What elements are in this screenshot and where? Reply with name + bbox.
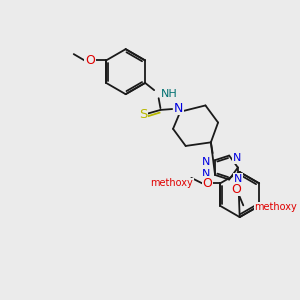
Text: O: O: [202, 177, 212, 190]
Text: N: N: [202, 169, 211, 179]
Text: methoxy: methoxy: [254, 202, 297, 212]
Text: N: N: [234, 174, 242, 184]
Text: N: N: [233, 153, 241, 163]
Text: S: S: [139, 108, 148, 121]
Text: methoxy: methoxy: [150, 178, 193, 188]
Text: O: O: [231, 183, 241, 196]
Text: N: N: [202, 157, 211, 167]
Text: NH: NH: [161, 89, 178, 99]
Text: N: N: [174, 102, 183, 115]
Text: O: O: [85, 54, 95, 67]
